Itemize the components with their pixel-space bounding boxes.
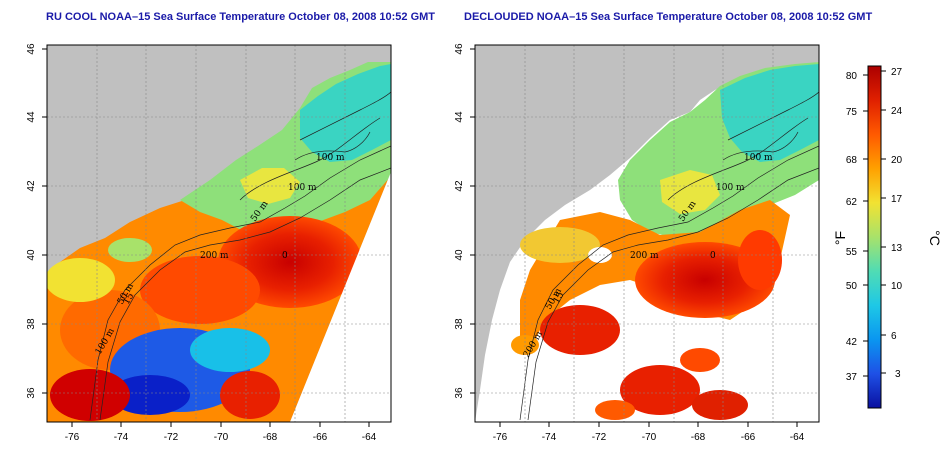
left-lon-tick: -74 xyxy=(114,432,129,443)
left-contour-label: 200 m xyxy=(200,251,229,261)
colorbar-f-tick: 80 xyxy=(846,71,858,82)
left-lat-tick: 40 xyxy=(26,249,37,261)
right-lon-tick: -68 xyxy=(691,432,706,443)
right-contour-label: 100 m xyxy=(716,183,745,193)
colorbar-fahrenheit-label: °F xyxy=(832,231,848,245)
right-map-title: DECLOUDED NOAA–15 Sea Surface Temperatur… xyxy=(464,11,873,23)
right-lon-tick: -70 xyxy=(642,432,657,443)
colorbar-f-tick: 62 xyxy=(846,197,858,208)
left-contour-label: 100 m xyxy=(316,153,345,163)
colorbar-c-tick: 24 xyxy=(891,106,903,117)
left-lon-tick: -76 xyxy=(65,432,80,443)
colorbar-c-tick: 10 xyxy=(891,281,903,292)
left-lat-tick: 44 xyxy=(26,111,37,123)
left-contour-label: 100 m xyxy=(288,183,317,193)
right-lat-tick: 36 xyxy=(454,387,465,399)
right-lon-tick: -74 xyxy=(542,432,557,443)
colorbar-f-tick: 37 xyxy=(846,372,858,383)
right-contour-label: 100 m xyxy=(744,153,773,163)
left-lon-tick: -70 xyxy=(214,432,229,443)
right-lon-tick: -64 xyxy=(790,432,805,443)
colorbar-c-tick: 6 xyxy=(891,331,897,342)
right-contour-label: 200 m xyxy=(630,251,659,261)
right-lat-tick: 42 xyxy=(454,180,465,192)
right-lat-tick: 46 xyxy=(454,43,465,55)
left-lat-tick: 38 xyxy=(26,318,37,330)
right-map: 100 m 100 m 50 m 200 m 0 50 m 15 200 m xyxy=(475,45,819,422)
right-lat-tick: 44 xyxy=(454,111,465,123)
colorbar-f-tick: 75 xyxy=(846,107,858,118)
left-lon-tick: -72 xyxy=(164,432,179,443)
colorbar-celsius-label: °C xyxy=(927,230,943,246)
right-lat-tick: 40 xyxy=(454,249,465,261)
colorbar-f-tick: 42 xyxy=(846,337,858,348)
colorbar-c-tick: 20 xyxy=(891,155,903,166)
colorbar-f-tick: 68 xyxy=(846,155,858,166)
colorbar-f-tick: 55 xyxy=(846,247,858,258)
right-map-frame xyxy=(474,44,820,423)
colorbar-c-tick: 13 xyxy=(891,243,903,254)
left-map-title: RU COOL NOAA–15 Sea Surface Temperature … xyxy=(46,11,436,23)
left-map: 100 m 100 m 50 m 200 m 100 m 50 m 15 0 xyxy=(47,45,391,422)
right-lon-tick: -76 xyxy=(493,432,508,443)
colorbar-c-tick: 27 xyxy=(891,67,903,78)
left-lat-tick: 36 xyxy=(26,387,37,399)
colorbar-c-tick: 3 xyxy=(895,369,901,380)
right-lon-tick: -66 xyxy=(741,432,756,443)
right-contour-label: 0 xyxy=(710,251,716,261)
right-lat-tick: 38 xyxy=(454,318,465,330)
colorbar: 80 75 68 62 55 50 42 37 27 24 20 17 13 1… xyxy=(832,65,943,409)
colorbar-f-tick: 50 xyxy=(846,281,858,292)
left-map-frame xyxy=(46,44,392,423)
right-lon-tick: -72 xyxy=(592,432,607,443)
left-lon-tick: -66 xyxy=(313,432,328,443)
left-lon-tick: -64 xyxy=(362,432,377,443)
colorbar-c-tick: 17 xyxy=(891,194,903,205)
left-lon-tick: -68 xyxy=(263,432,278,443)
left-lat-tick: 42 xyxy=(26,180,37,192)
left-lat-tick: 46 xyxy=(26,43,37,55)
left-contour-label: 0 xyxy=(282,251,288,261)
colorbar-gradient xyxy=(867,65,882,409)
right-land xyxy=(475,45,819,422)
